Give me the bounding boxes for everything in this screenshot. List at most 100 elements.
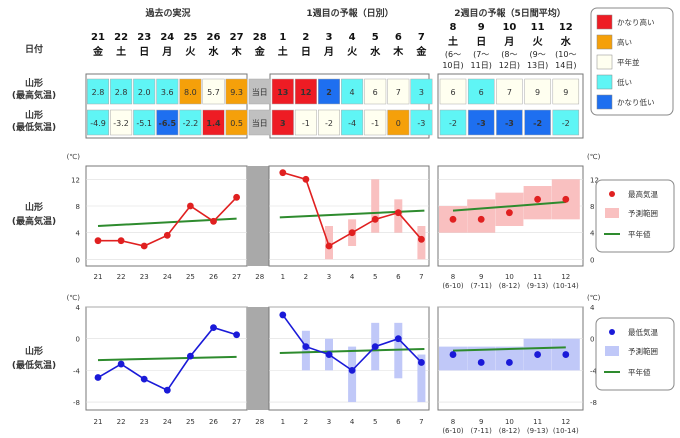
min-forecast-point-3 [348, 366, 356, 374]
max-w2-xtick-1: 9 [479, 273, 483, 281]
min-cell-11 [341, 109, 364, 136]
category-swatch-0 [596, 14, 613, 30]
max-legend-label-1: 予測範囲 [628, 208, 658, 218]
max-forecast-point-3 [348, 229, 356, 237]
date-day-9: 2 [302, 32, 309, 43]
date-weekday-0: 金 [92, 45, 104, 58]
max-w2-cell-3 [524, 78, 551, 105]
date-weekday-7: 金 [254, 45, 266, 58]
date-day-0: 21 [91, 32, 105, 43]
max-cell-13 [387, 78, 410, 105]
week2-day-2: 10 [502, 22, 516, 33]
max-xtick-9: 2 [304, 273, 308, 281]
max-cell-3 [156, 78, 179, 105]
min-range-bar-9 [301, 330, 310, 371]
max-frame-past [85, 165, 248, 267]
max-ytick-right-1: 4 [590, 230, 595, 238]
max-forecast-point-4 [371, 215, 379, 223]
max-xtick-5: 26 [209, 273, 218, 281]
min-xtick-9: 2 [304, 418, 308, 426]
max-xtick-1: 22 [117, 273, 126, 281]
min-w2-point-2 [506, 359, 513, 366]
max-value-13: 7 [396, 88, 401, 97]
max-w2-xtick-2: 10 [505, 273, 514, 281]
max-w2-cell-0 [439, 78, 467, 105]
max-legend-swatch [605, 208, 619, 218]
min-xtick-12: 5 [373, 418, 377, 426]
week2-range-end-4: 14日) [555, 61, 576, 70]
max-value-4: 8.0 [184, 88, 197, 97]
max-xtick-10: 3 [327, 273, 331, 281]
date-day-11: 4 [349, 32, 356, 43]
date-weekday-1: 土 [116, 45, 126, 58]
date-day-6: 27 [230, 32, 244, 43]
date-weekday-6: 木 [231, 45, 243, 58]
chart-min-label-top: 山形 [25, 345, 43, 357]
min-ytick-right-3: -8 [590, 399, 597, 407]
category-swatch-4 [596, 94, 613, 110]
min-w2-xsub-4: (10-14) [553, 427, 579, 435]
week2-weekday-3: 火 [533, 36, 544, 48]
min-ytick-right-0: 4 [590, 304, 595, 312]
max-observed-point-4 [187, 202, 194, 210]
max-w2-point-0 [449, 215, 457, 223]
date-weekday-2: 日 [139, 46, 149, 58]
min-value-9: -1 [302, 119, 310, 128]
max-ytick-right-3: 12 [590, 176, 599, 184]
min-value-7: 当日 [252, 118, 268, 128]
min-value-2: -5.1 [136, 119, 152, 128]
min-unit-right: (℃) [587, 294, 601, 302]
max-xtick-0: 21 [94, 273, 103, 281]
chart-max-label-top: 山形 [25, 201, 43, 213]
week2-day-1: 9 [478, 22, 485, 33]
date-weekday-11: 火 [347, 46, 358, 58]
max-cell-8 [271, 78, 294, 105]
min-xtick-8: 1 [281, 418, 285, 426]
week2-range-end-1: 11日) [471, 61, 492, 70]
min-cell-2 [133, 109, 156, 136]
max-w2-xsub-1: (7-11) [471, 282, 493, 290]
min-value-4: -2.2 [183, 119, 199, 128]
max-unit-right: (℃) [587, 153, 601, 161]
date-weekday-13: 木 [392, 45, 404, 58]
min-w2-xtick-2: 10 [505, 418, 514, 426]
max-w2-value-4: 9 [563, 88, 568, 97]
max-ytick-right-0: 0 [590, 256, 594, 264]
max-cell-2 [133, 78, 156, 105]
min-range-bar-11 [348, 346, 357, 403]
min-xtick-2: 23 [140, 418, 149, 426]
min-w2-xsub-1: (7-11) [471, 427, 493, 435]
min-cell-4 [179, 109, 202, 136]
min-w2-point-1 [477, 359, 485, 366]
min-w2-range-2 [495, 346, 524, 371]
category-swatch-1 [596, 34, 613, 50]
max-value-12: 6 [373, 88, 378, 97]
max-observed-point-6 [233, 193, 241, 201]
date-day-10: 3 [326, 32, 333, 43]
min-xtick-3: 24 [163, 418, 172, 426]
date-weekday-10: 月 [323, 46, 334, 58]
min-value-12: -1 [371, 119, 379, 128]
week2-day-4: 12 [559, 22, 573, 33]
min-xtick-11: 4 [350, 418, 355, 426]
week2-range-start-0: (6～ [445, 50, 461, 59]
date-label: 日付 [25, 43, 43, 55]
table-frame-week2 [437, 73, 584, 139]
max-cell-7 [248, 78, 271, 105]
min-xtick-13: 6 [396, 418, 401, 426]
min-cell-13 [387, 109, 410, 136]
min-forecast-point-6 [418, 359, 425, 366]
min-observed-point-4 [187, 352, 194, 360]
min-value-5: 1.4 [206, 119, 221, 128]
date-weekday-14: 金 [415, 45, 427, 58]
max-xtick-8: 1 [281, 273, 285, 281]
min-legend-marker [609, 329, 615, 335]
min-w2-xtick-0: 8 [451, 418, 455, 426]
min-cell-8 [271, 109, 294, 136]
date-day-2: 23 [137, 32, 151, 43]
week2-range-start-3: (9～ [529, 50, 545, 59]
date-weekday-4: 火 [185, 46, 196, 58]
category-swatch-2 [596, 54, 613, 70]
min-forecast-point-2 [325, 351, 333, 358]
